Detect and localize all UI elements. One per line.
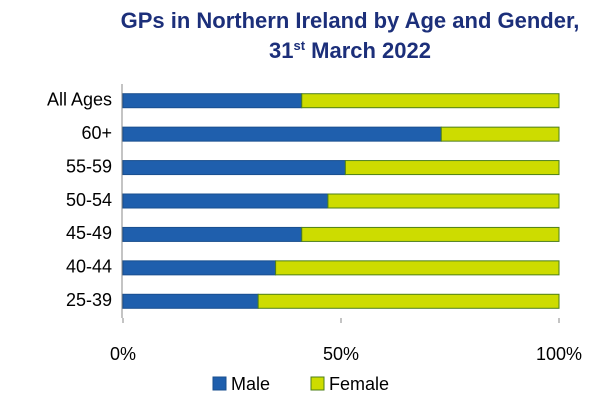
y-tick-label: 60+ [81,123,112,143]
y-tick-label: 50-54 [66,190,112,210]
chart-title: GPs in Northern Ireland by Age and Gende… [120,8,580,63]
bar-segment [257,293,560,309]
y-tick-label: 45-49 [66,223,112,243]
bar-segment [440,126,560,142]
x-tick-label: 50% [323,344,359,364]
y-tick-label: 40-44 [66,257,112,277]
bar-segment [122,293,259,309]
bar-segment [275,260,560,276]
bar-segment [122,226,303,242]
y-tick-label: All Ages [47,89,112,109]
bar-segment [122,193,329,209]
legend-swatch [310,376,325,391]
bar-segment [301,226,560,242]
y-tick-label: 55-59 [66,156,112,176]
x-tick-label: 0% [110,344,136,364]
y-tick-label: 25-39 [66,290,112,310]
bar-segment [122,93,303,109]
bar-segment [122,160,346,176]
legend-label: Male [231,374,270,394]
x-tick-label: 100% [536,344,582,364]
bar-segment [327,193,560,209]
legend-swatch [212,376,227,391]
legend-label: Female [329,374,389,394]
bar-segment [122,126,442,142]
bar-segment [301,93,560,109]
bar-segment [122,260,277,276]
bar-segment [344,160,560,176]
